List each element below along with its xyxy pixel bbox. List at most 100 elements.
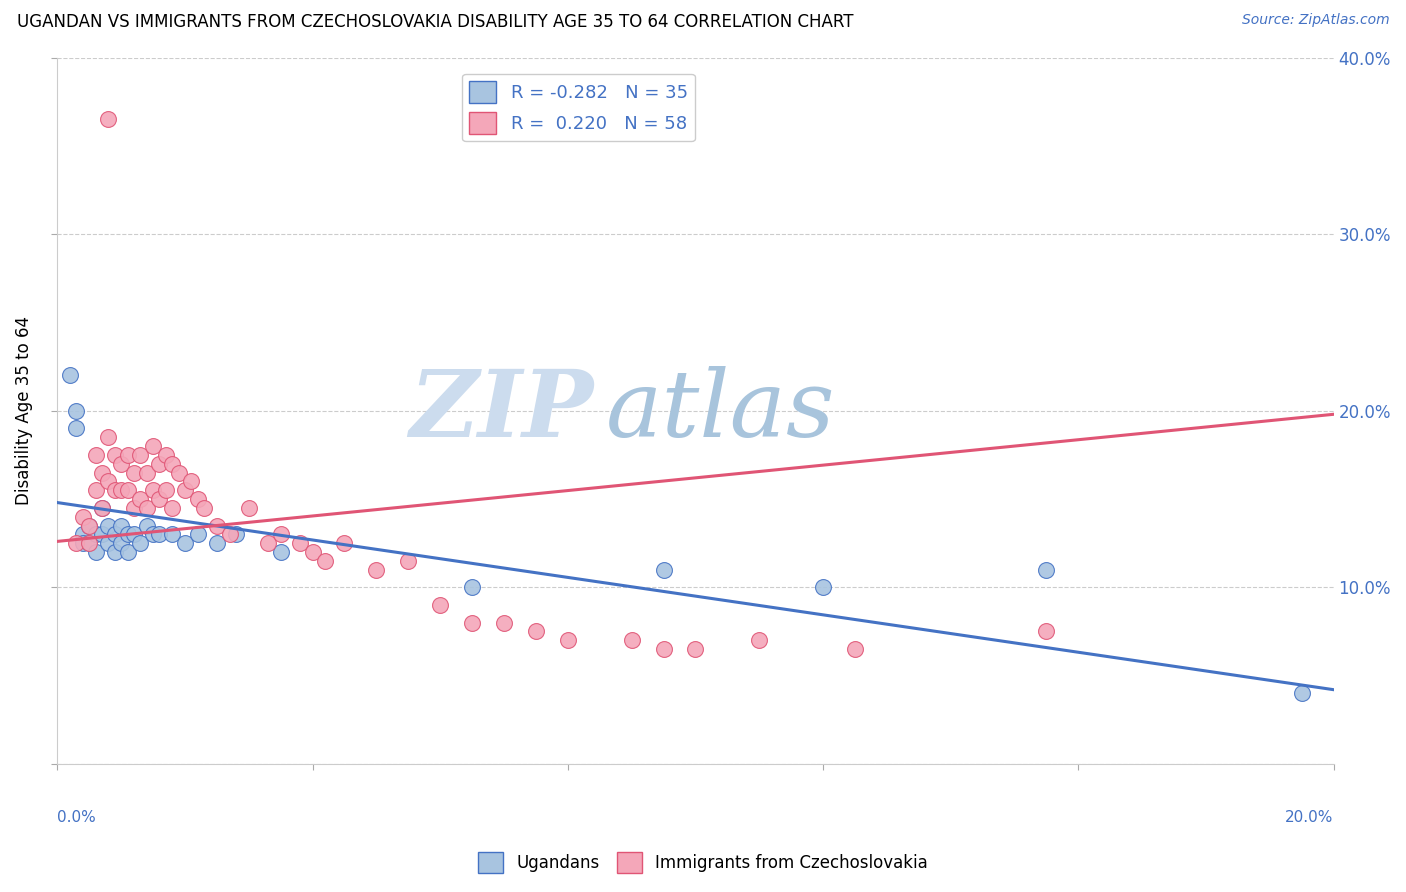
Point [148,491,170,506]
Point [129,448,152,462]
Point [122,466,145,480]
Point [84,527,107,541]
Legend: R = -0.282   N = 35, R =  0.220   N = 58: R = -0.282 N = 35, R = 0.220 N = 58 [463,74,695,141]
Point [461,580,484,594]
Point [461,615,484,630]
Point [91,500,114,515]
Point [84,483,107,498]
Point [160,457,183,471]
Point [1035,563,1057,577]
Point [129,536,152,550]
Point [91,500,114,515]
Point [270,545,292,559]
Point [652,563,675,577]
Point [104,545,127,559]
Point [77,518,100,533]
Point [524,624,547,639]
Point [180,475,202,489]
Point [72,509,94,524]
Point [65,421,87,435]
Point [117,483,139,498]
Point [314,554,336,568]
Point [748,633,770,648]
Legend: Ugandans, Immigrants from Czechoslovakia: Ugandans, Immigrants from Czechoslovakia [471,846,935,880]
Text: ZIP: ZIP [409,366,593,456]
Point [225,527,247,541]
Y-axis label: Disability Age 35 to 64: Disability Age 35 to 64 [15,317,32,505]
Point [148,457,170,471]
Point [429,598,451,612]
Text: UGANDAN VS IMMIGRANTS FROM CZECHOSLOVAKIA DISABILITY AGE 35 TO 64 CORRELATION CH: UGANDAN VS IMMIGRANTS FROM CZECHOSLOVAKI… [17,13,853,31]
Point [366,563,388,577]
Point [97,536,120,550]
Point [59,368,82,383]
Point [84,448,107,462]
Point [84,545,107,559]
Point [160,500,183,515]
Point [1291,686,1313,700]
Point [187,527,209,541]
Point [77,518,100,533]
Point [117,527,139,541]
Point [218,527,240,541]
Point [142,527,165,541]
Text: Source: ZipAtlas.com: Source: ZipAtlas.com [1241,13,1389,28]
Point [193,500,215,515]
Point [97,518,120,533]
Point [288,536,311,550]
Point [117,448,139,462]
Point [77,536,100,550]
Text: 0.0%: 0.0% [58,810,96,825]
Point [104,483,127,498]
Point [142,483,165,498]
Point [129,491,152,506]
Point [77,536,100,550]
Text: 20.0%: 20.0% [1285,810,1334,825]
Point [270,527,292,541]
Point [148,527,170,541]
Point [155,483,177,498]
Point [110,536,132,550]
Point [174,536,197,550]
Point [110,457,132,471]
Point [396,554,419,568]
Point [205,518,228,533]
Point [104,527,127,541]
Point [122,500,145,515]
Point [685,642,707,657]
Point [844,642,866,657]
Point [110,518,132,533]
Point [135,500,157,515]
Point [97,475,120,489]
Point [174,483,197,498]
Point [160,527,183,541]
Point [97,112,120,127]
Point [72,536,94,550]
Point [205,536,228,550]
Point [257,536,280,550]
Point [167,466,190,480]
Point [238,500,260,515]
Point [620,633,643,648]
Point [104,448,127,462]
Point [117,545,139,559]
Point [652,642,675,657]
Point [301,545,323,559]
Point [91,527,114,541]
Point [1035,624,1057,639]
Point [97,430,120,444]
Point [65,403,87,417]
Point [811,580,834,594]
Point [110,483,132,498]
Point [135,518,157,533]
Point [155,448,177,462]
Text: atlas: atlas [606,366,835,456]
Point [333,536,356,550]
Point [91,466,114,480]
Point [72,527,94,541]
Point [65,536,87,550]
Point [557,633,579,648]
Point [142,439,165,453]
Point [492,615,515,630]
Point [187,491,209,506]
